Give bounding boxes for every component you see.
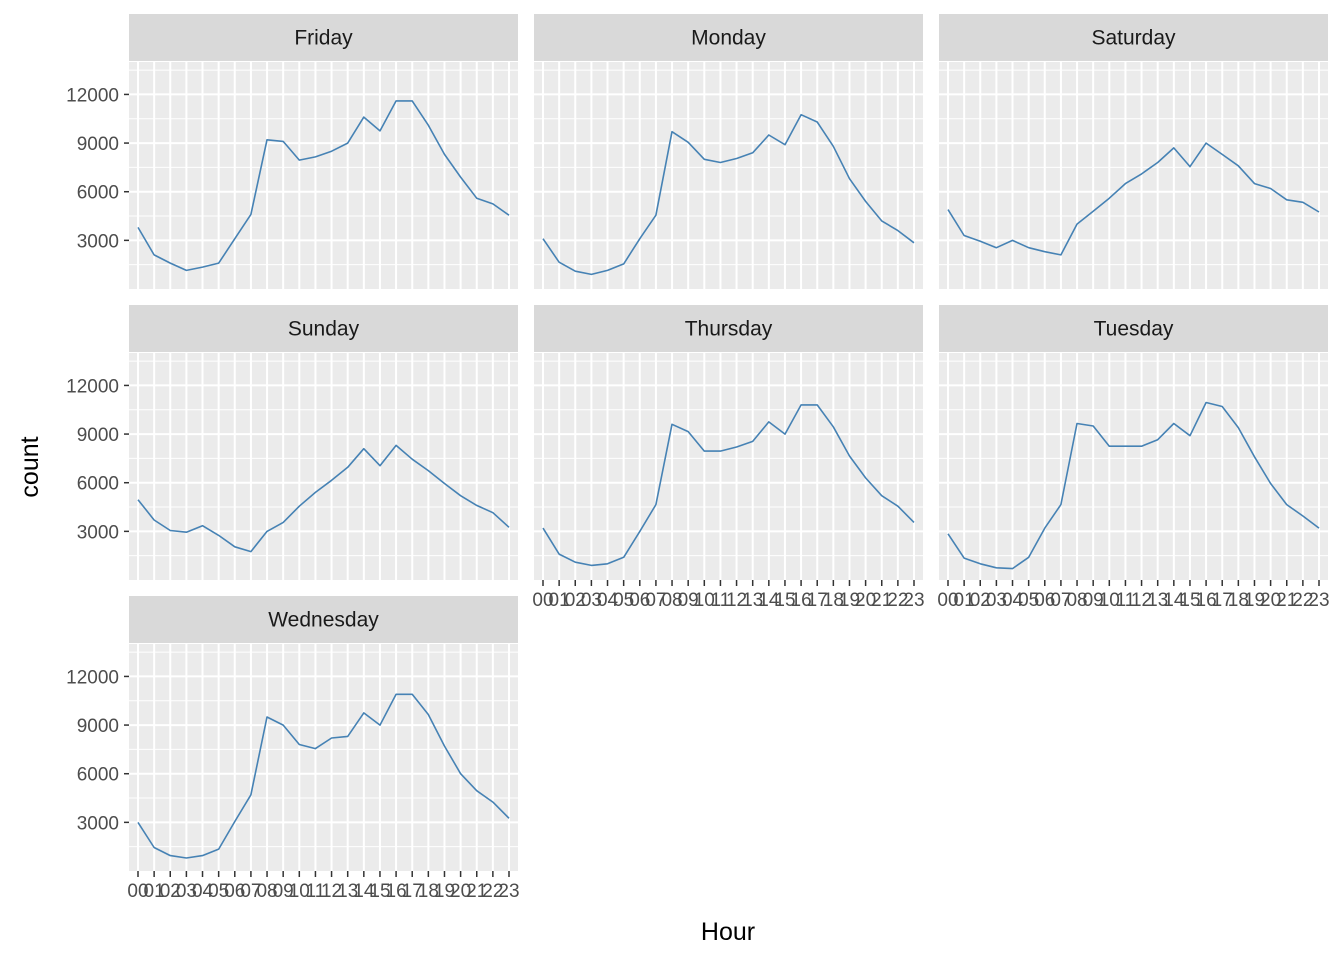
- y-tick-label: 12000: [66, 85, 119, 106]
- strip-label-thursday: Thursday: [685, 318, 773, 341]
- y-tick-label: 6000: [77, 474, 119, 495]
- strip-label-wednesday: Wednesday: [268, 609, 379, 632]
- y-tick-label: 3000: [77, 522, 119, 543]
- y-tick-label: 9000: [77, 716, 119, 737]
- x-tick-label: 23: [1308, 590, 1329, 611]
- y-tick-label: 12000: [66, 667, 119, 688]
- facet-saturday: Saturday: [939, 14, 1328, 289]
- strip-label-sunday: Sunday: [288, 318, 360, 341]
- strip-label-monday: Monday: [691, 27, 766, 50]
- facet-sunday: Sunday 3000 6000 9000 12000: [66, 305, 518, 580]
- x-tick-label: 23: [903, 590, 924, 611]
- facet-tuesday: Tuesday000102030405060708091011121314151…: [937, 305, 1329, 611]
- x-axis-title: Hour: [701, 918, 755, 946]
- facet-monday: Monday: [534, 14, 923, 289]
- facet-friday: Friday 3000 6000 9000 12000: [66, 14, 518, 289]
- y-tick-label: 3000: [77, 813, 119, 834]
- strip-label-saturday: Saturday: [1091, 27, 1176, 50]
- strip-label-tuesday: Tuesday: [1094, 318, 1174, 341]
- y-tick-label: 3000: [77, 231, 119, 252]
- y-tick-label: 9000: [77, 134, 119, 155]
- y-tick-label: 6000: [77, 765, 119, 786]
- facet-thursday: Thursday00010203040506070809101112131415…: [532, 305, 924, 611]
- y-tick-label: 6000: [77, 183, 119, 204]
- y-axis-title: count: [16, 436, 44, 497]
- y-tick-label: 12000: [66, 376, 119, 397]
- strip-label-friday: Friday: [294, 27, 353, 50]
- y-tick-label: 9000: [77, 425, 119, 446]
- x-tick-label: 23: [498, 881, 519, 902]
- facet-wednesday: Wednesday3000600090001200000010203040506…: [66, 596, 519, 902]
